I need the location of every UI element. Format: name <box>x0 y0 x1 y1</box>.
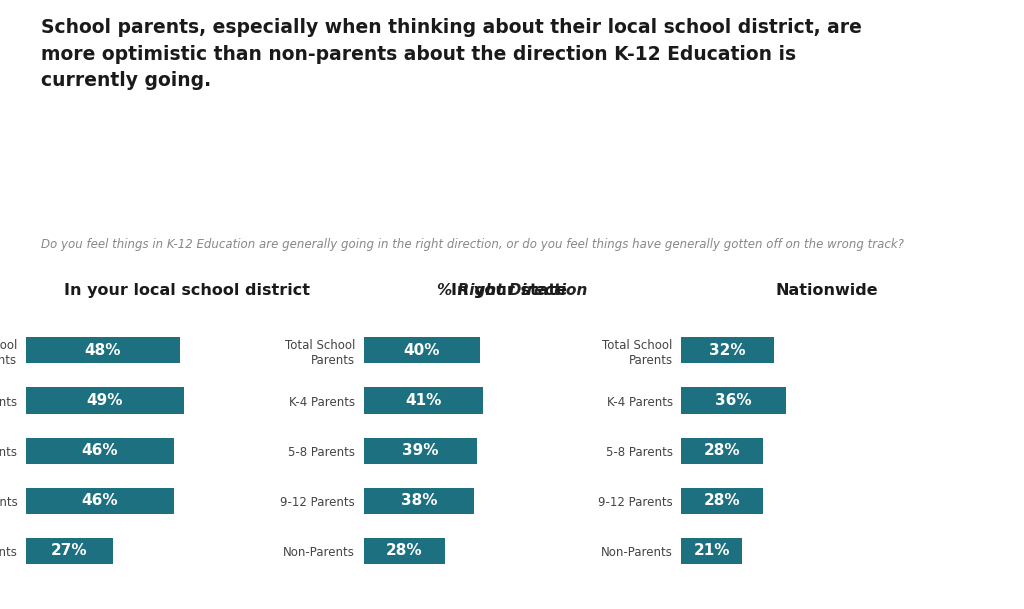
Text: 39%: 39% <box>402 443 438 458</box>
Bar <box>681 438 763 463</box>
Bar <box>364 387 483 414</box>
Bar <box>26 387 183 414</box>
Bar <box>364 538 445 564</box>
Bar <box>364 438 477 463</box>
Text: School parents, especially when thinking about their local school district, are
: School parents, especially when thinking… <box>41 18 862 90</box>
Text: 28%: 28% <box>386 543 423 558</box>
Bar <box>26 488 174 514</box>
Bar <box>364 488 474 514</box>
Text: 48%: 48% <box>85 343 121 358</box>
Bar <box>26 337 180 364</box>
Text: 36%: 36% <box>715 393 752 408</box>
Text: In your local school district: In your local school district <box>63 283 310 298</box>
Bar <box>681 488 763 514</box>
Bar <box>681 387 786 414</box>
Text: 32%: 32% <box>710 343 745 358</box>
Text: Do you feel things in K-12 Education are generally going in the right direction,: Do you feel things in K-12 Education are… <box>41 238 904 250</box>
Bar <box>26 538 113 564</box>
Bar <box>26 438 174 463</box>
Text: 38%: 38% <box>400 493 437 509</box>
Text: 21%: 21% <box>693 543 730 558</box>
Bar <box>681 337 774 364</box>
Text: 49%: 49% <box>86 393 123 408</box>
Text: 28%: 28% <box>703 493 740 509</box>
Text: 46%: 46% <box>82 443 118 458</box>
Text: Nationwide: Nationwide <box>775 283 879 298</box>
Text: 28%: 28% <box>703 443 740 458</box>
Text: 41%: 41% <box>406 393 441 408</box>
Text: 27%: 27% <box>51 543 87 558</box>
Text: In your state: In your state <box>452 283 567 298</box>
Bar <box>681 538 742 564</box>
Text: 46%: 46% <box>82 493 118 509</box>
Text: % Right Direction: % Right Direction <box>437 283 587 298</box>
Bar <box>364 337 480 364</box>
Text: 40%: 40% <box>403 343 440 358</box>
